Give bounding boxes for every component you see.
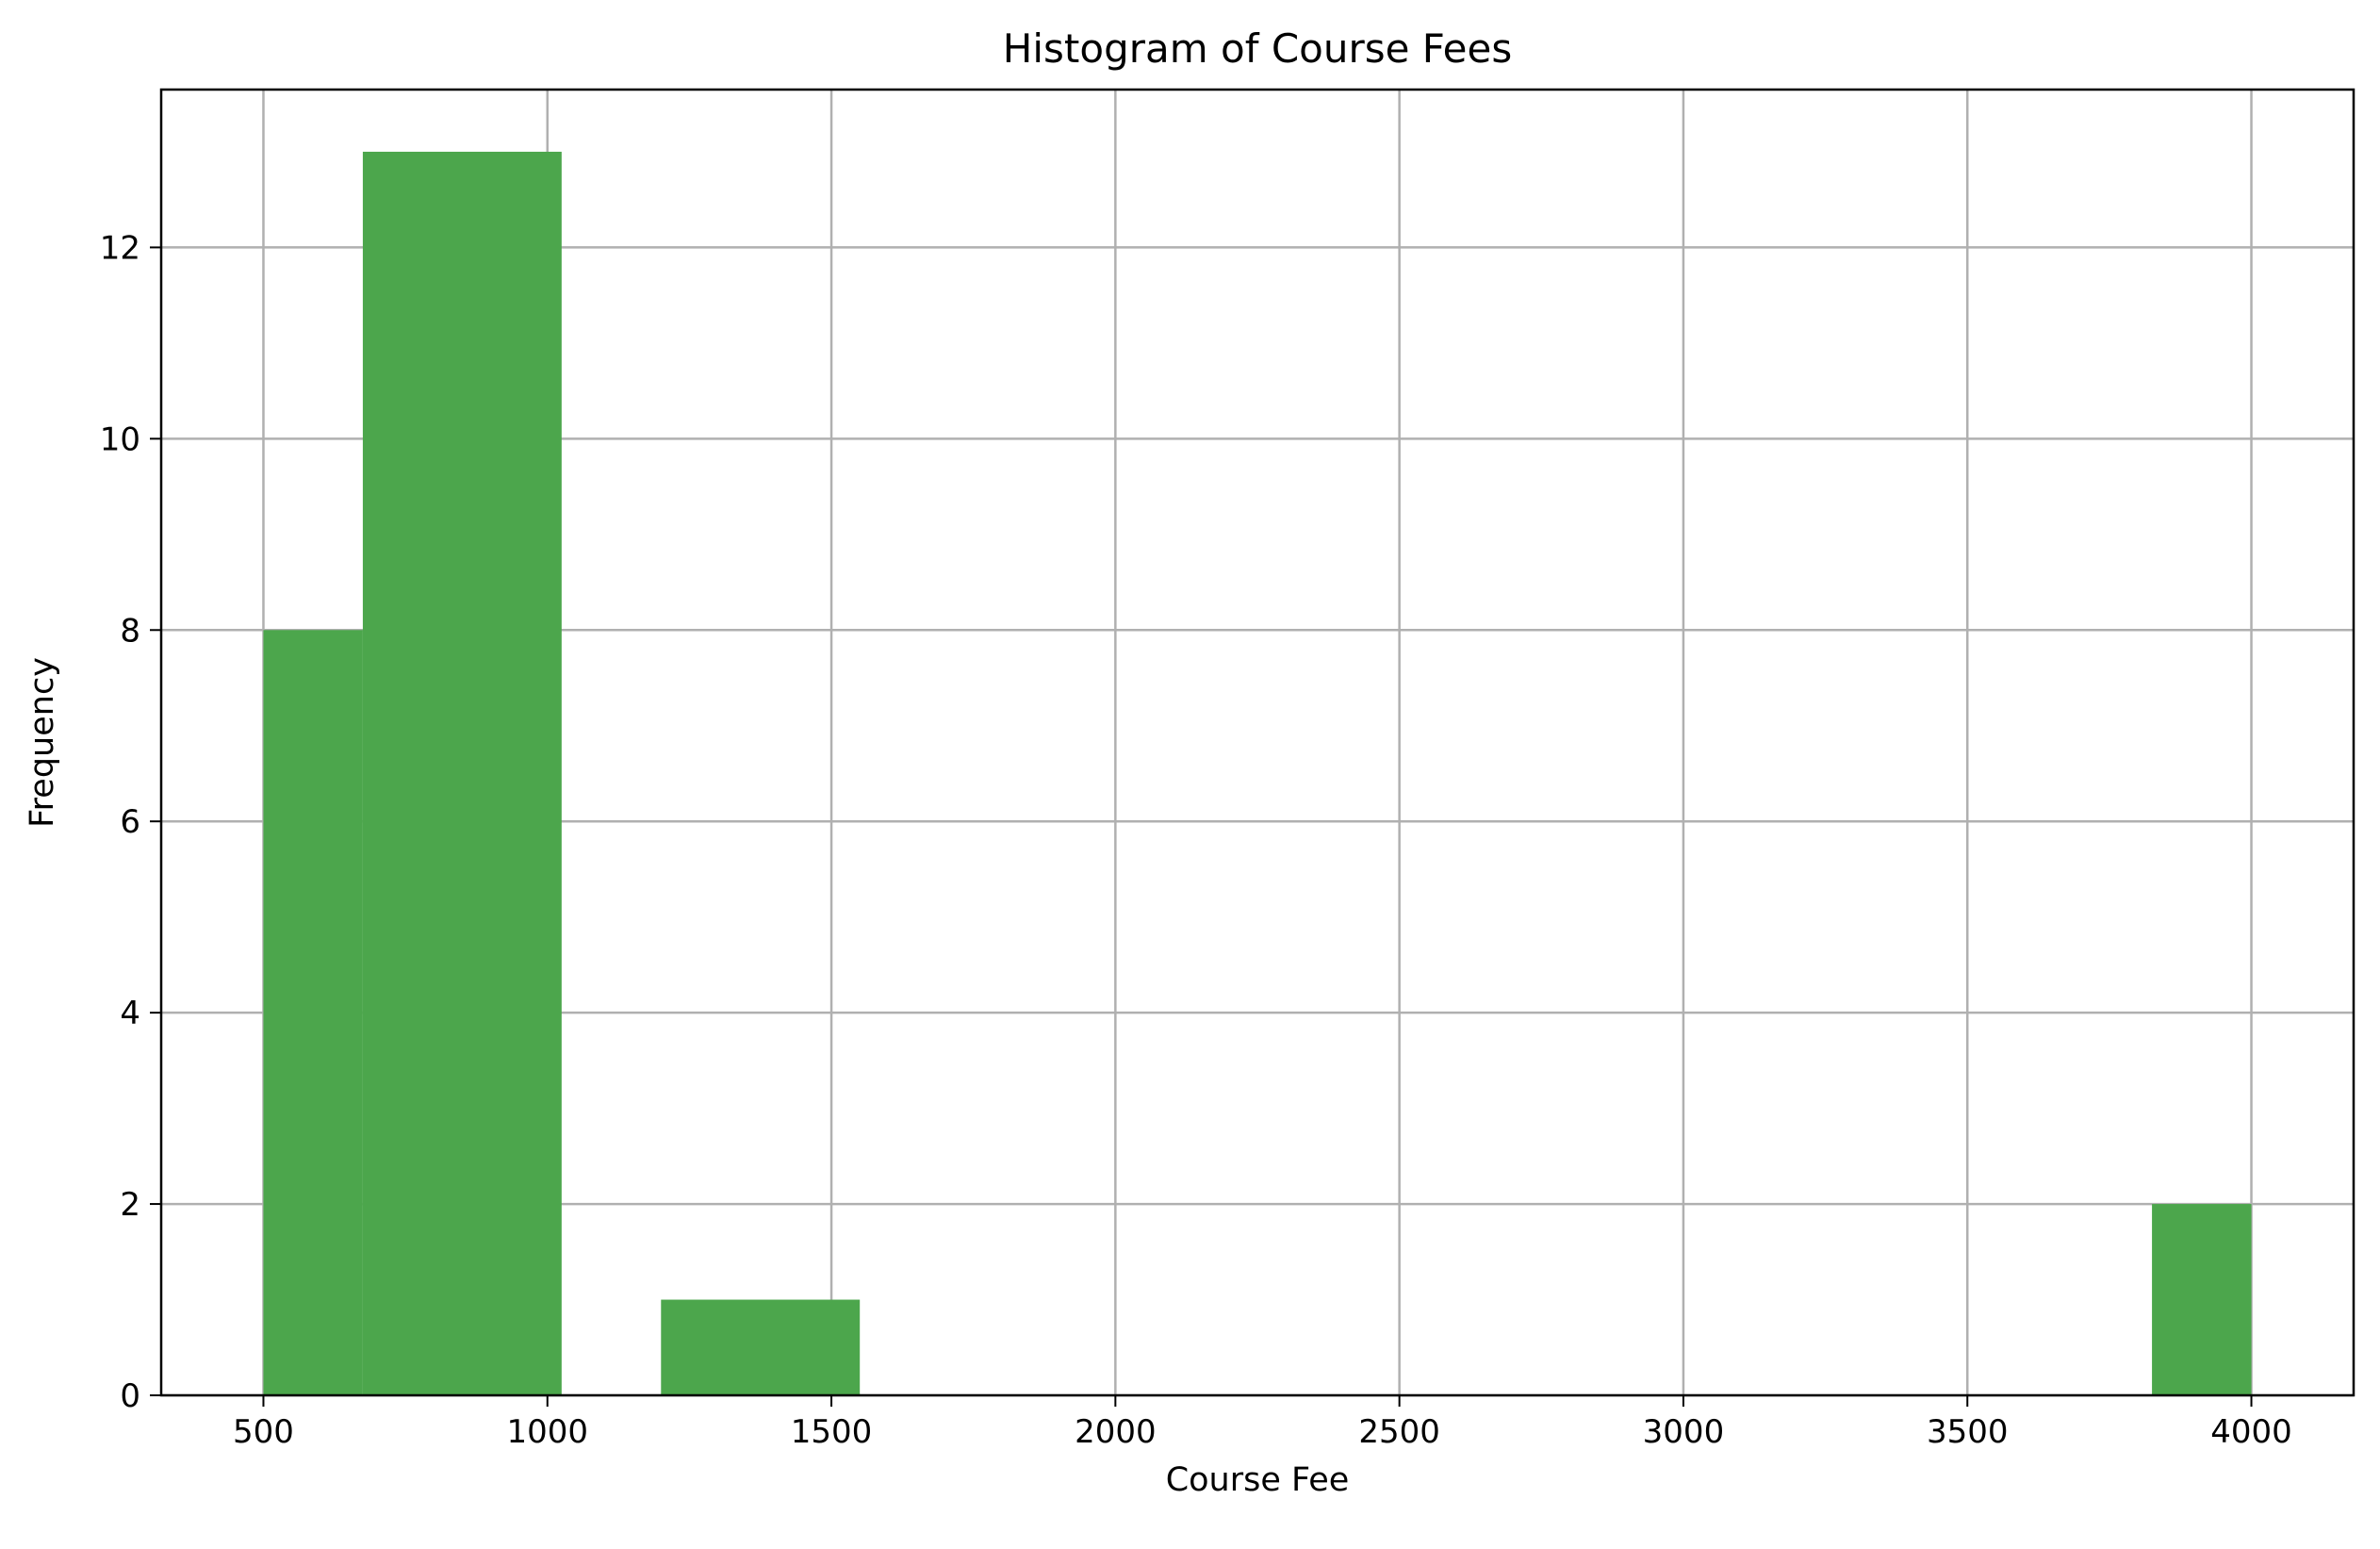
y-tick-label: 10	[100, 420, 140, 458]
histogram-bars	[263, 151, 2252, 1395]
y-axis-ticks: 0 2 4 6 8 10 12	[100, 229, 161, 1415]
x-tick-label: 1000	[506, 1413, 588, 1451]
histogram-bar	[2152, 1204, 2252, 1395]
y-axis-label: Frequency	[24, 657, 61, 828]
y-tick-label: 12	[100, 229, 140, 267]
x-tick-label: 3000	[1643, 1413, 1725, 1451]
x-axis-label: Course Fee	[1166, 1461, 1350, 1499]
histogram-bar	[362, 151, 562, 1395]
x-tick-label: 500	[233, 1413, 294, 1451]
x-tick-label: 3500	[1927, 1413, 2009, 1451]
y-tick-label: 0	[120, 1377, 140, 1415]
plot-frame	[159, 88, 2355, 1397]
x-tick-label: 2000	[1075, 1413, 1157, 1451]
x-axis-ticks: 500 1000 1500 2000 2500 3000 3500 4000	[233, 1395, 2292, 1451]
y-tick-label: 8	[120, 612, 140, 650]
histogram-bar	[263, 630, 363, 1395]
y-tick-label: 2	[120, 1186, 140, 1224]
histogram-bar	[661, 1299, 861, 1395]
x-tick-label: 2500	[1358, 1413, 1440, 1451]
y-tick-label: 6	[120, 803, 140, 841]
x-tick-label: 1500	[791, 1413, 873, 1451]
y-tick-label: 4	[120, 995, 140, 1032]
x-tick-label: 4000	[2210, 1413, 2292, 1451]
chart-title: Histogram of Course Fees	[1003, 25, 1512, 72]
